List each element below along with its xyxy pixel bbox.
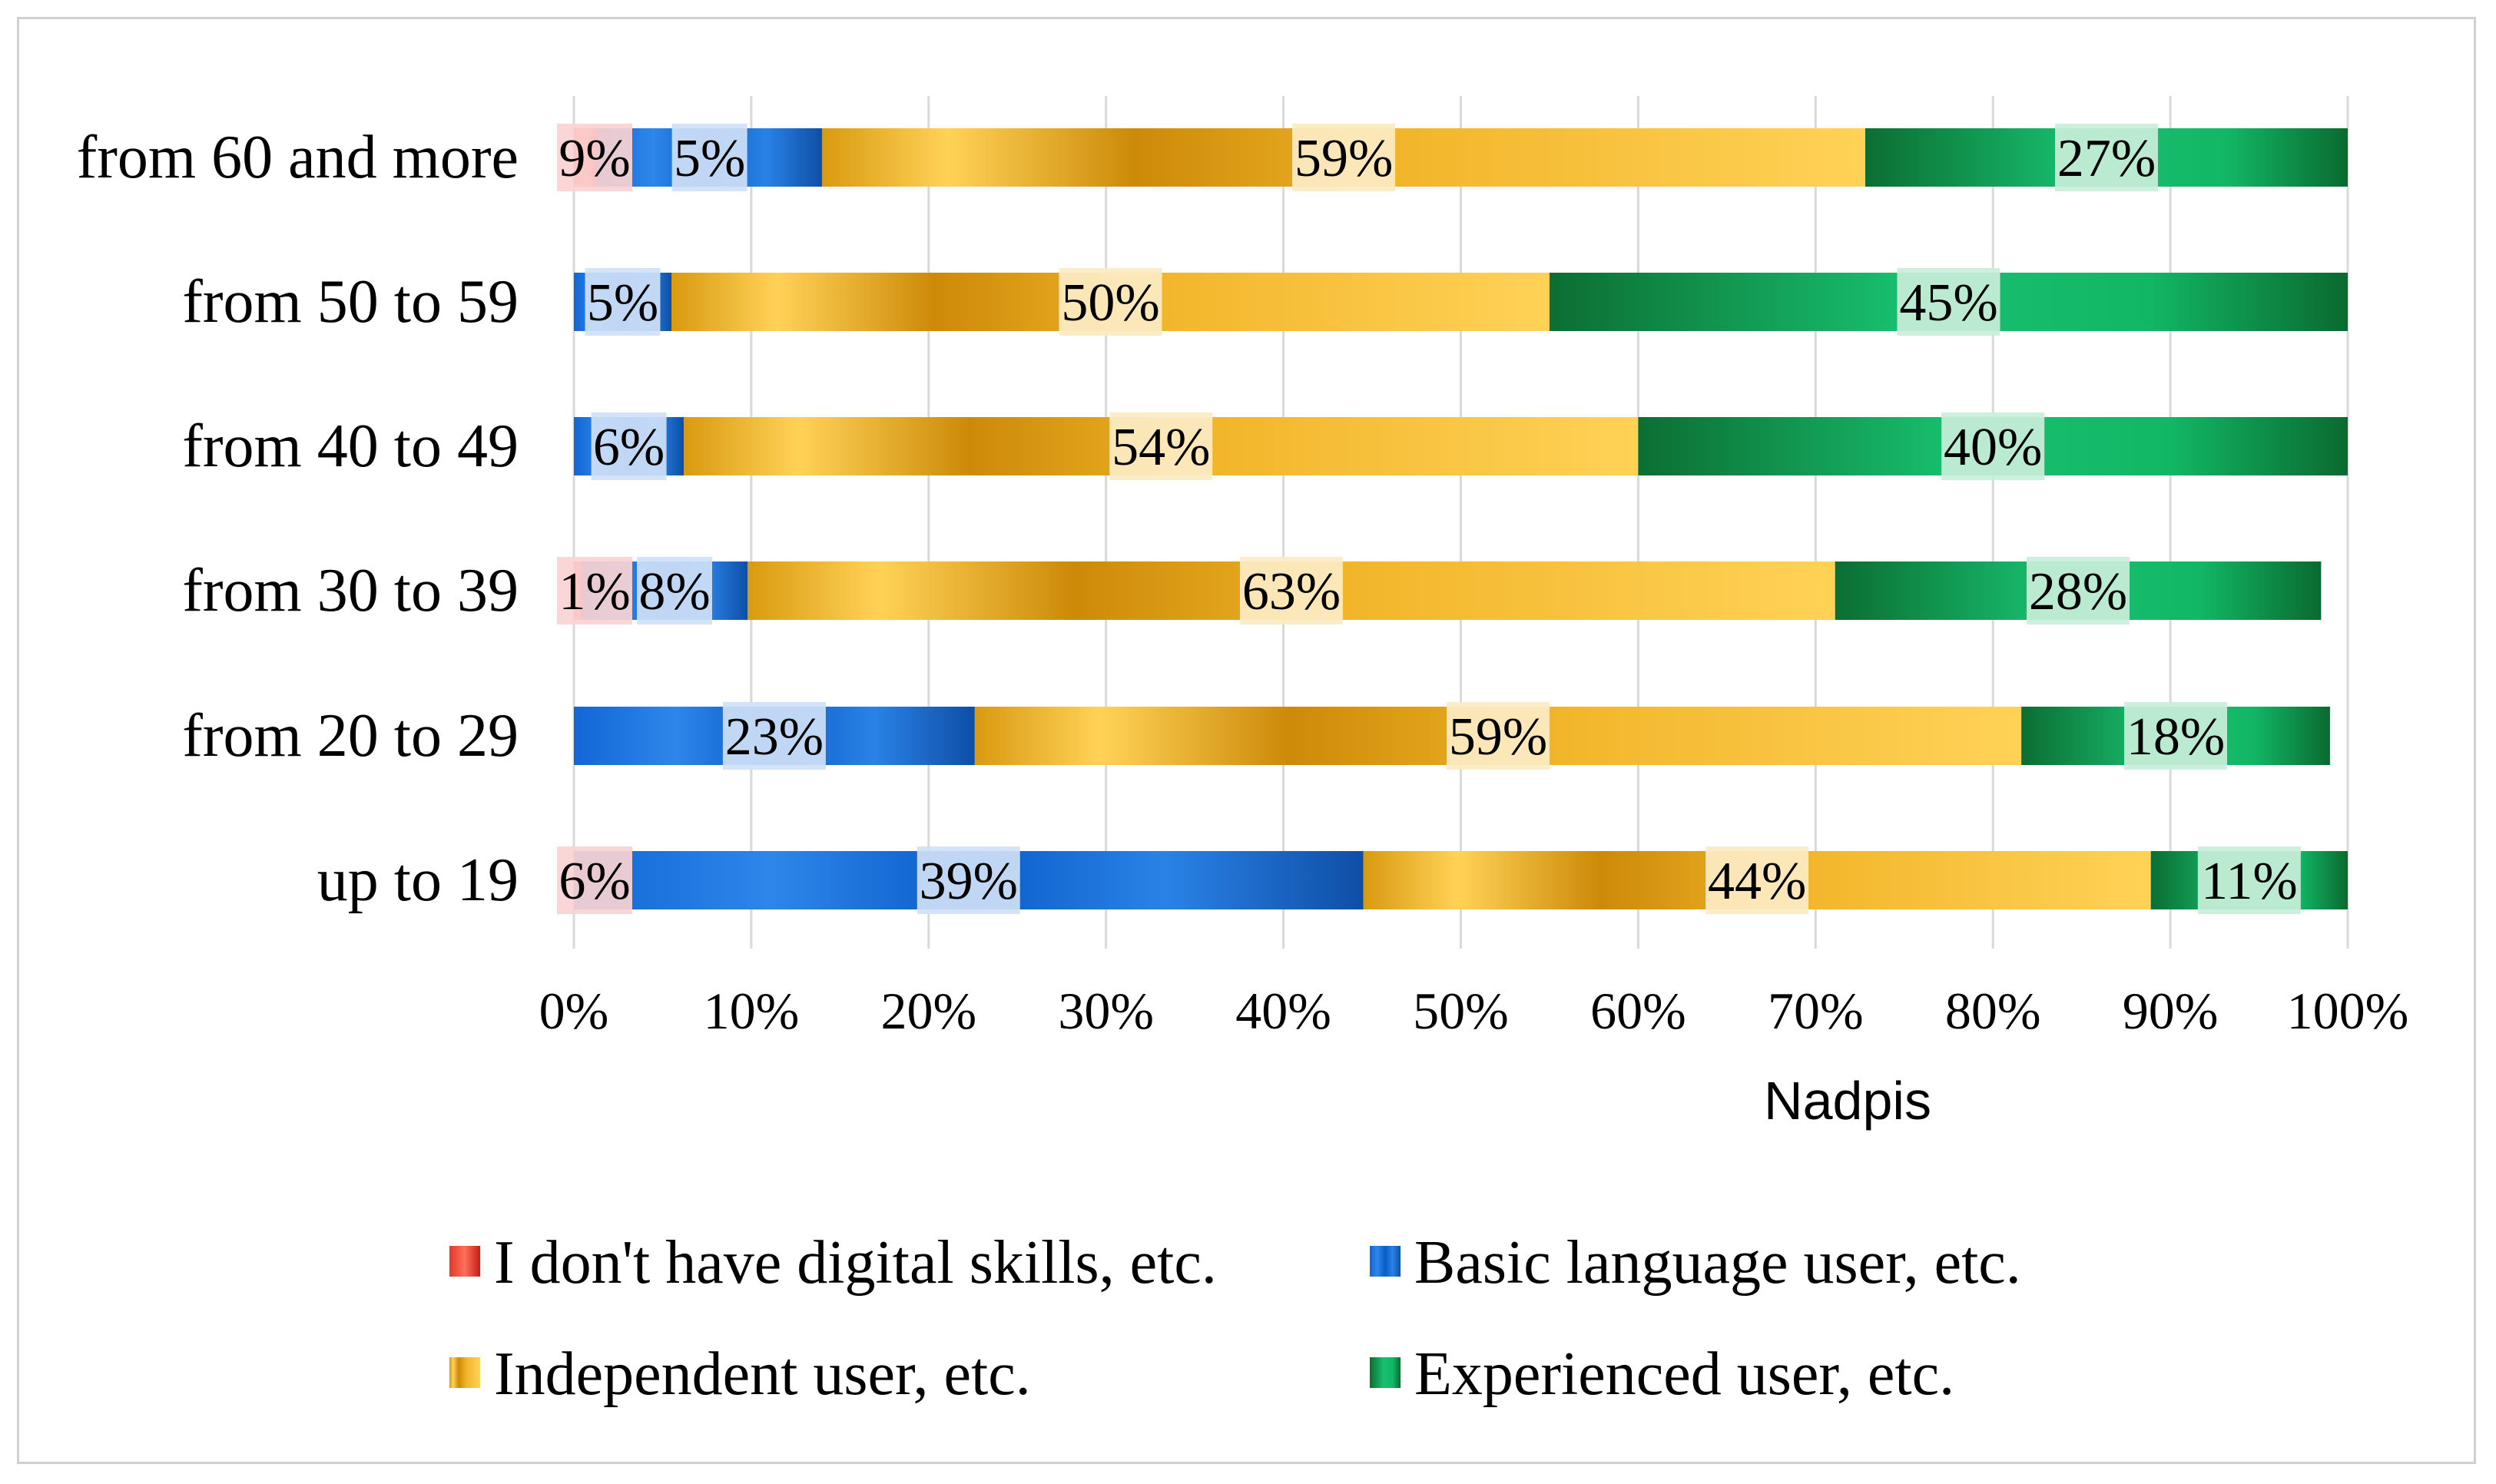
data-label-box bbox=[2027, 557, 2130, 624]
data-label-box bbox=[637, 557, 712, 624]
category-label: from 30 to 39 bbox=[182, 557, 519, 624]
data-label: 1% bbox=[559, 562, 630, 621]
legend: I don't have digital skills, etc. Basic l… bbox=[449, 1229, 2021, 1408]
data-label-box bbox=[585, 268, 661, 336]
x-tick-label: 40% bbox=[1235, 982, 1331, 1040]
data-label: 18% bbox=[2126, 707, 2225, 767]
data-label: 23% bbox=[725, 707, 824, 767]
data-label-box bbox=[557, 846, 632, 914]
data-label: 11% bbox=[2201, 852, 2298, 911]
data-label: 50% bbox=[1061, 273, 1159, 333]
x-tick-label: 60% bbox=[1590, 982, 1686, 1040]
stacked-bar-chart: 9% 5% 59% 27% 5% 50% 45% 6% 54% 40% 1% 8% 63% 28% 23% 5… bbox=[77, 96, 2409, 1408]
category-label: from 60 and more bbox=[77, 124, 519, 191]
legend-swatch bbox=[1370, 1246, 1400, 1277]
category-label: from 20 to 29 bbox=[182, 702, 519, 770]
data-label-box bbox=[722, 702, 826, 770]
data-label: 40% bbox=[1944, 418, 2042, 477]
chart-frame: 9% 5% 59% 27% 5% 50% 45% 6% 54% 40% 1% 8% 63% 28% 23% 5… bbox=[17, 17, 2476, 1464]
legend-swatch bbox=[449, 1357, 480, 1388]
data-label: 45% bbox=[1899, 273, 1997, 333]
data-label-box bbox=[1059, 268, 1162, 336]
data-label: 54% bbox=[1112, 418, 1210, 477]
data-label: 59% bbox=[1449, 707, 1547, 767]
data-label-box bbox=[1941, 412, 2045, 480]
data-label: 44% bbox=[1708, 852, 1806, 911]
legend-swatch bbox=[449, 1246, 480, 1277]
x-tick-label: 90% bbox=[2123, 982, 2219, 1040]
data-label: 59% bbox=[1294, 129, 1393, 188]
data-label: 63% bbox=[1242, 562, 1341, 621]
data-label: 5% bbox=[587, 273, 658, 333]
data-label-box bbox=[2124, 702, 2228, 770]
x-tick-label: 50% bbox=[1413, 982, 1509, 1040]
x-tick-labels: 0% 10% 20% 30% 40% 50% 60% 70% 80% 90% 100% bbox=[539, 982, 2409, 1040]
category-label: from 50 to 59 bbox=[182, 268, 519, 336]
x-axis-title: Nadpis bbox=[1764, 1071, 1931, 1131]
data-label-box bbox=[1897, 268, 2000, 336]
data-label: 9% bbox=[559, 129, 630, 188]
data-label: 28% bbox=[2029, 562, 2127, 621]
legend-label: Basic language user, etc. bbox=[1414, 1229, 2021, 1297]
x-tick-label: 10% bbox=[704, 982, 800, 1040]
category-label: from 40 to 49 bbox=[182, 412, 519, 480]
data-label-box bbox=[2054, 124, 2158, 191]
data-label-box bbox=[1109, 412, 1213, 480]
grid-lines bbox=[572, 96, 2349, 949]
data-label-box bbox=[671, 124, 747, 191]
x-tick-label: 0% bbox=[539, 982, 609, 1040]
data-label: 6% bbox=[593, 418, 665, 477]
legend-swatch bbox=[1370, 1357, 1400, 1388]
data-label-box bbox=[1705, 846, 1809, 914]
data-label: 5% bbox=[674, 129, 745, 188]
data-label-box bbox=[591, 412, 667, 480]
data-label-box bbox=[557, 124, 632, 191]
x-tick-label: 80% bbox=[1945, 982, 2041, 1040]
data-label: 39% bbox=[920, 852, 1018, 911]
data-label: 27% bbox=[2057, 129, 2156, 188]
data-label: 6% bbox=[559, 852, 630, 911]
data-label: 8% bbox=[638, 562, 710, 621]
data-label-box bbox=[1292, 124, 1396, 191]
data-label-box bbox=[1239, 557, 1343, 624]
data-label-box bbox=[2197, 846, 2301, 914]
x-tick-label: 70% bbox=[1768, 982, 1864, 1040]
legend-label: Experienced user, etc. bbox=[1414, 1340, 1954, 1408]
category-label: up to 19 bbox=[317, 846, 519, 914]
category-labels: from 60 and more from 50 to 59 from 40 to … bbox=[77, 124, 519, 914]
x-tick-label: 100% bbox=[2287, 982, 2409, 1040]
data-labels: 9% 5% 59% 27% 5% 50% 45% 6% 54% 40% 1% 8% 63% 28% 23% 5… bbox=[557, 124, 2301, 914]
x-tick-label: 30% bbox=[1058, 982, 1154, 1040]
legend-label: Independent user, etc. bbox=[494, 1340, 1031, 1408]
data-label-box bbox=[557, 557, 632, 624]
legend-label: I don't have digital skills, etc. bbox=[494, 1229, 1217, 1297]
x-tick-label: 20% bbox=[880, 982, 976, 1040]
data-label-box bbox=[1446, 702, 1550, 770]
data-label-box bbox=[917, 846, 1020, 914]
